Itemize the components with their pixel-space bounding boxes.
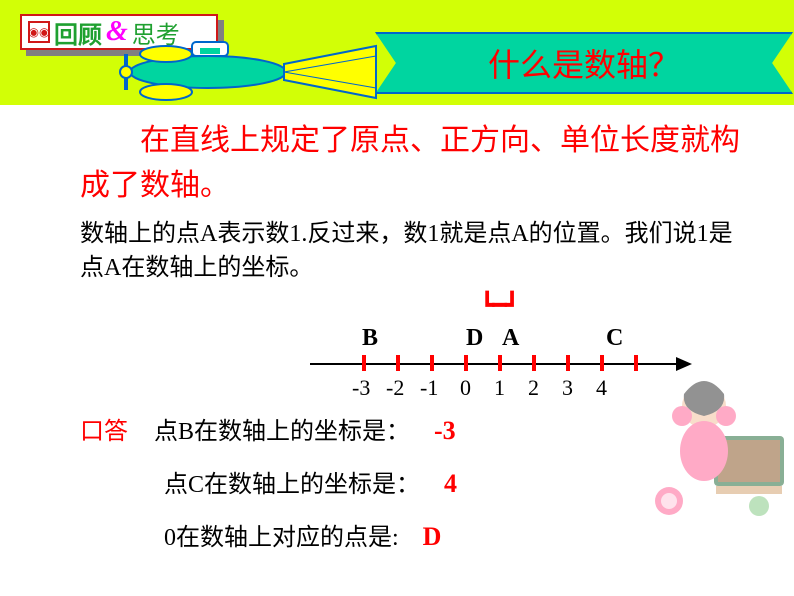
tick-mark bbox=[396, 355, 400, 371]
qa-label: 口答 bbox=[80, 411, 128, 446]
airplane-icon bbox=[118, 34, 408, 109]
tick-mark bbox=[464, 355, 468, 371]
point-label: D bbox=[466, 325, 483, 352]
qa-question: 点B在数轴上的坐标是： bbox=[154, 411, 410, 446]
qa-answer: 4 bbox=[444, 469, 457, 499]
header: ◉◉ 回顾 & 思考 什么是数轴？ bbox=[0, 0, 794, 105]
decoration-icon bbox=[654, 356, 794, 516]
banner: 什么是数轴？ bbox=[375, 32, 793, 94]
bracket-mark: ┗━┛ bbox=[480, 291, 517, 319]
tick-mark bbox=[600, 355, 604, 371]
tick-mark bbox=[566, 355, 570, 371]
qa-answer: D bbox=[423, 522, 442, 552]
number-line: B DA C -3-2-101234 bbox=[310, 325, 710, 393]
point-label: B bbox=[362, 325, 378, 352]
axis-number: 0 bbox=[460, 375, 471, 401]
subtext: 数轴上的点A表示数1.反过来，数1就是点A的位置。我们说1是点A在数轴上的坐标。 bbox=[80, 218, 740, 285]
tape-icon: ◉◉ bbox=[28, 21, 50, 43]
qa-question: 点C在数轴上的坐标是： bbox=[164, 464, 420, 499]
numline-axis: -3-2-101234 bbox=[310, 353, 710, 393]
banner-bg: 什么是数轴？ bbox=[375, 32, 793, 94]
axis-number: 4 bbox=[596, 375, 607, 401]
tick-mark bbox=[430, 355, 434, 371]
qa-question: 0在数轴上对应的点是: bbox=[164, 517, 399, 552]
axis-number: -1 bbox=[420, 375, 438, 401]
point-label: C bbox=[606, 325, 623, 352]
qa-row: 0在数轴上对应的点是: D bbox=[164, 517, 457, 552]
axis-number: 1 bbox=[494, 375, 505, 401]
definition-text: 在直线上规定了原点、正方向、单位长度就构成了数轴。 bbox=[80, 118, 760, 208]
qa-answer: -3 bbox=[434, 416, 456, 446]
qa-row: 点C在数轴上的坐标是： 4 bbox=[164, 464, 457, 499]
axis-number: 3 bbox=[562, 375, 573, 401]
tick-mark bbox=[634, 355, 638, 371]
axis-number: 2 bbox=[528, 375, 539, 401]
tick-mark bbox=[362, 355, 366, 371]
point-label: A bbox=[502, 325, 519, 352]
review-label-1: 回顾 bbox=[54, 15, 102, 50]
banner-text: 什么是数轴？ bbox=[488, 40, 680, 86]
point-labels-row: B DA C bbox=[310, 325, 710, 353]
qa-row: 口答 点B在数轴上的坐标是： -3 bbox=[80, 411, 457, 446]
tick-mark bbox=[498, 355, 502, 371]
qa-area: 口答 点B在数轴上的坐标是： -3 点C在数轴上的坐标是： 4 0在数轴上对应的… bbox=[80, 411, 457, 570]
tick-mark bbox=[532, 355, 536, 371]
axis-number: -3 bbox=[352, 375, 370, 401]
axis-number: -2 bbox=[386, 375, 404, 401]
